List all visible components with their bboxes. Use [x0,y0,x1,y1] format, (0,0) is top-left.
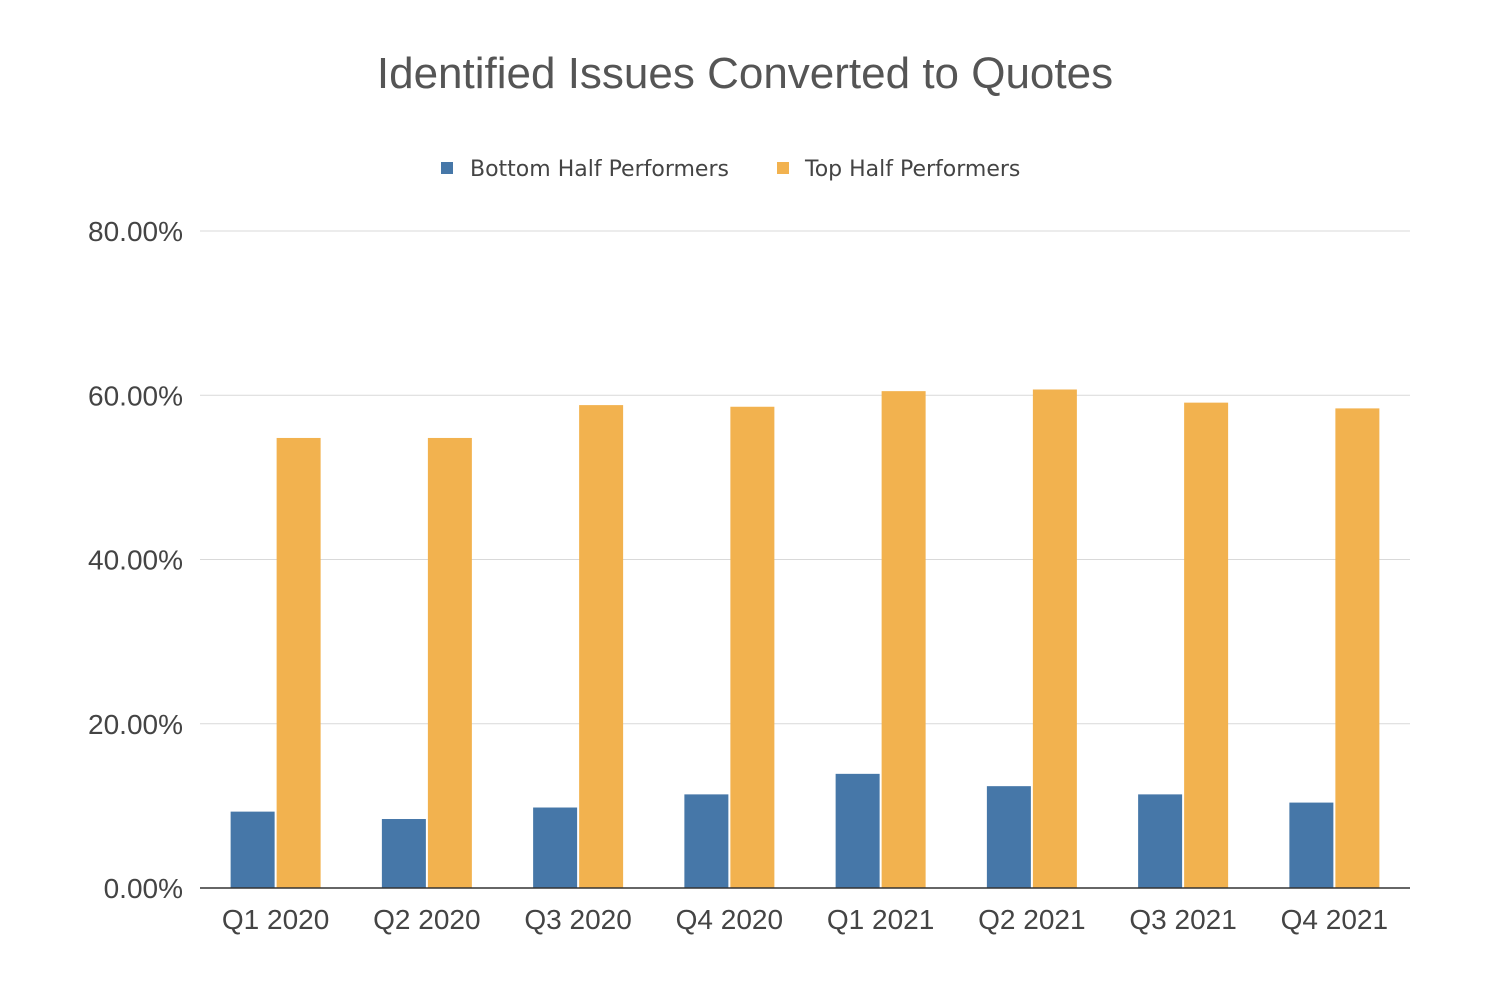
bottom-half-bar-3 [533,807,578,888]
grid-lines [200,230,1410,725]
x-tick-label: Q4 2021 [1281,904,1388,935]
x-tick-label: Q3 2021 [1129,904,1236,935]
bottom-half-bar-8 [1289,802,1334,888]
bottom-half-bar-4 [684,794,729,888]
bottom-half-bar-1 [230,811,275,888]
y-axis-ticks: 0.00% 20.00% 40.00% 60.00% 80.00% [88,216,183,904]
x-tick-label: Q2 2021 [978,904,1085,935]
top-half-bar-8 [1335,408,1380,888]
legend-label-bottom-half: Bottom Half Performers [470,157,729,182]
top-half-bar-3 [579,405,624,888]
legend-swatch-bottom-half [441,162,453,174]
x-axis-ticks: Q1 2020 Q2 2020 Q3 2020 Q4 2020 Q1 2021 Q2 20… [222,904,1388,935]
top-half-bar-5 [881,391,926,888]
y-tick-label: 80.00% [88,216,183,247]
top-half-bar-6 [1032,389,1077,888]
legend-label-top-half: Top Half Performers [804,157,1020,182]
y-tick-label: 0.00% [104,873,183,904]
x-tick-label: Q1 2021 [827,904,934,935]
chart-title: Identified Issues Converted to Quotes [377,49,1113,98]
y-tick-label: 40.00% [88,545,183,576]
y-tick-label: 60.00% [88,380,183,411]
bottom-half-bar-6 [986,786,1031,888]
bottom-half-bar-7 [1138,794,1183,888]
x-tick-label: Q4 2020 [676,904,783,935]
legend: Bottom Half Performers Top Half Performe… [441,157,1020,182]
x-tick-label: Q3 2020 [524,904,631,935]
top-half-bar-2 [427,437,472,888]
top-half-bar-7 [1184,402,1229,888]
x-tick-label: Q2 2020 [373,904,480,935]
x-tick-label: Q1 2020 [222,904,329,935]
top-half-bar-1 [276,437,321,888]
legend-swatch-top-half [777,162,789,174]
top-half-bar-4 [730,406,775,888]
bars [230,389,1380,888]
bottom-half-bar-2 [381,819,426,888]
y-tick-label: 20.00% [88,709,183,740]
bottom-half-bar-5 [835,773,880,888]
